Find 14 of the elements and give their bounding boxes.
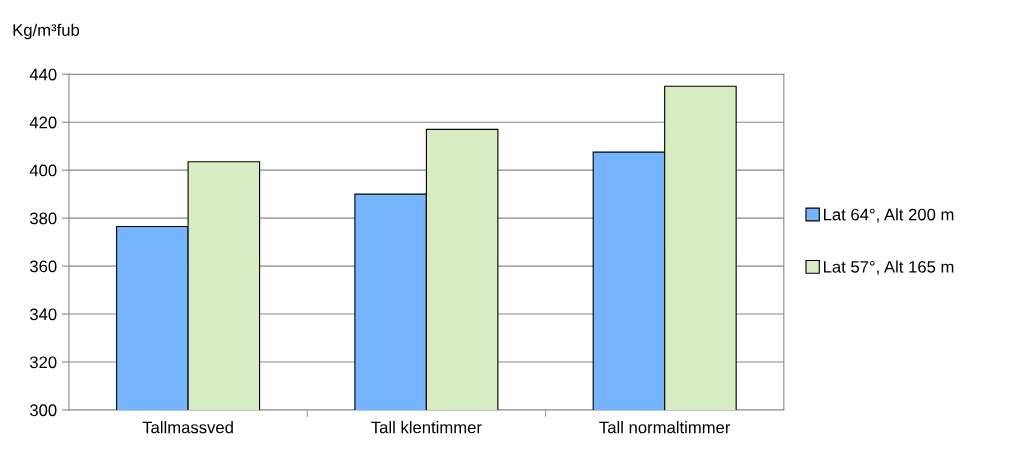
y-tick-label: 420 (29, 116, 57, 129)
y-tick-label: 440 (29, 68, 57, 81)
y-tick-label: 300 (29, 404, 57, 417)
x-tick-label: Tall klentimmer (371, 421, 482, 434)
x-tick-label: Tallmassved (142, 421, 233, 434)
legend-label: Lat 57°, Alt 165 m (824, 260, 954, 275)
y-tick-label: 380 (29, 212, 57, 225)
y-tick-label: 340 (29, 308, 57, 321)
legend-label: Lat 64°, Alt 200 m (824, 208, 954, 223)
y-tick-label: 320 (29, 356, 57, 369)
y-tick-label: 400 (29, 164, 57, 177)
y-tick-label: 360 (29, 260, 57, 273)
x-tick-label: Tall normaltimmer (599, 421, 731, 434)
y-axis-title: Kg/m³fub (13, 23, 80, 40)
